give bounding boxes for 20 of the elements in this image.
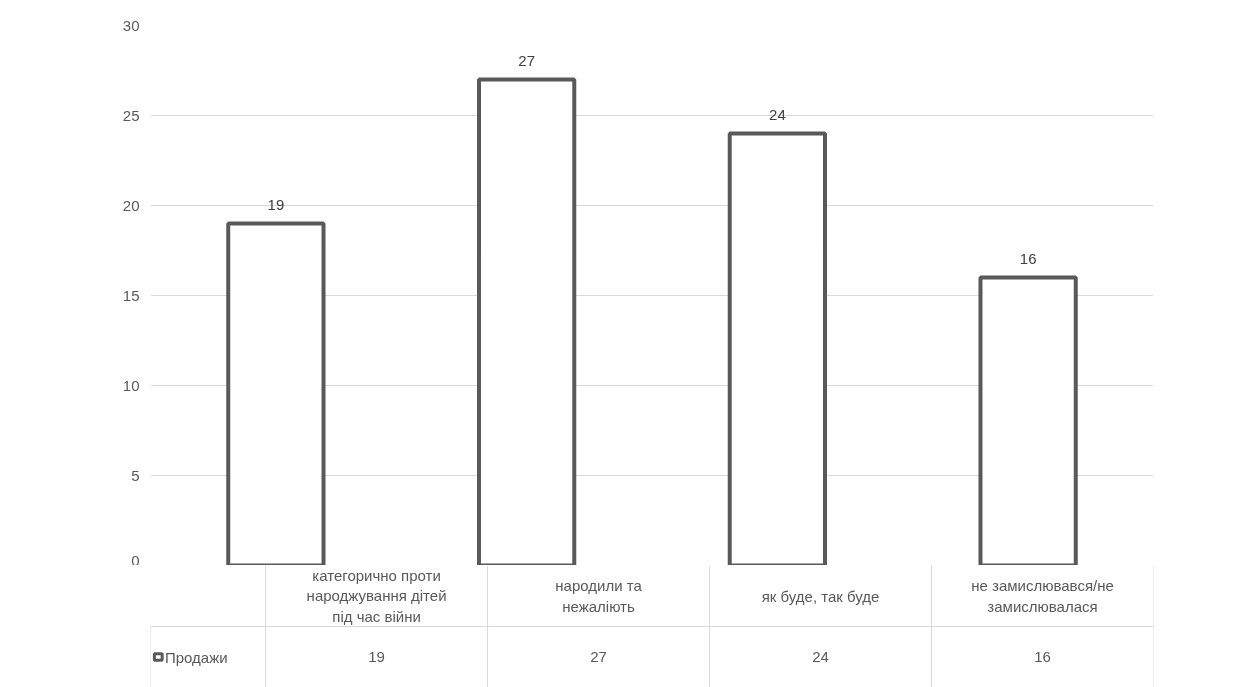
y-tick-label: 25 — [122, 106, 140, 124]
y-tick-label: 10 — [122, 376, 140, 394]
data-label: 19 — [368, 648, 385, 665]
text: 24 — [769, 105, 786, 123]
y-tick-label: 15 — [122, 286, 140, 304]
x-tick-label: як буде, так буде — [761, 587, 880, 605]
legend-label: Продажи — [164, 648, 228, 666]
text: 16 — [1019, 249, 1037, 267]
data-label: 27 — [590, 648, 607, 665]
data-label: 24 — [812, 648, 829, 665]
x-tick-label: народили та нежаліють — [555, 577, 643, 615]
text: 19 — [267, 195, 285, 213]
data-label: 16 — [1034, 648, 1051, 665]
y-tick-label: 20 — [122, 196, 140, 214]
y-tick-label: 30 — [122, 16, 140, 34]
text: 27 — [518, 51, 535, 69]
x-tick-label: не замислювався/не замислювалася — [971, 577, 1114, 615]
y-tick-label: 5 — [131, 466, 140, 484]
x-tick-label: категорично проти народжування дітей під час війни — [306, 567, 447, 625]
y-tick-label: 0 — [131, 551, 140, 569]
